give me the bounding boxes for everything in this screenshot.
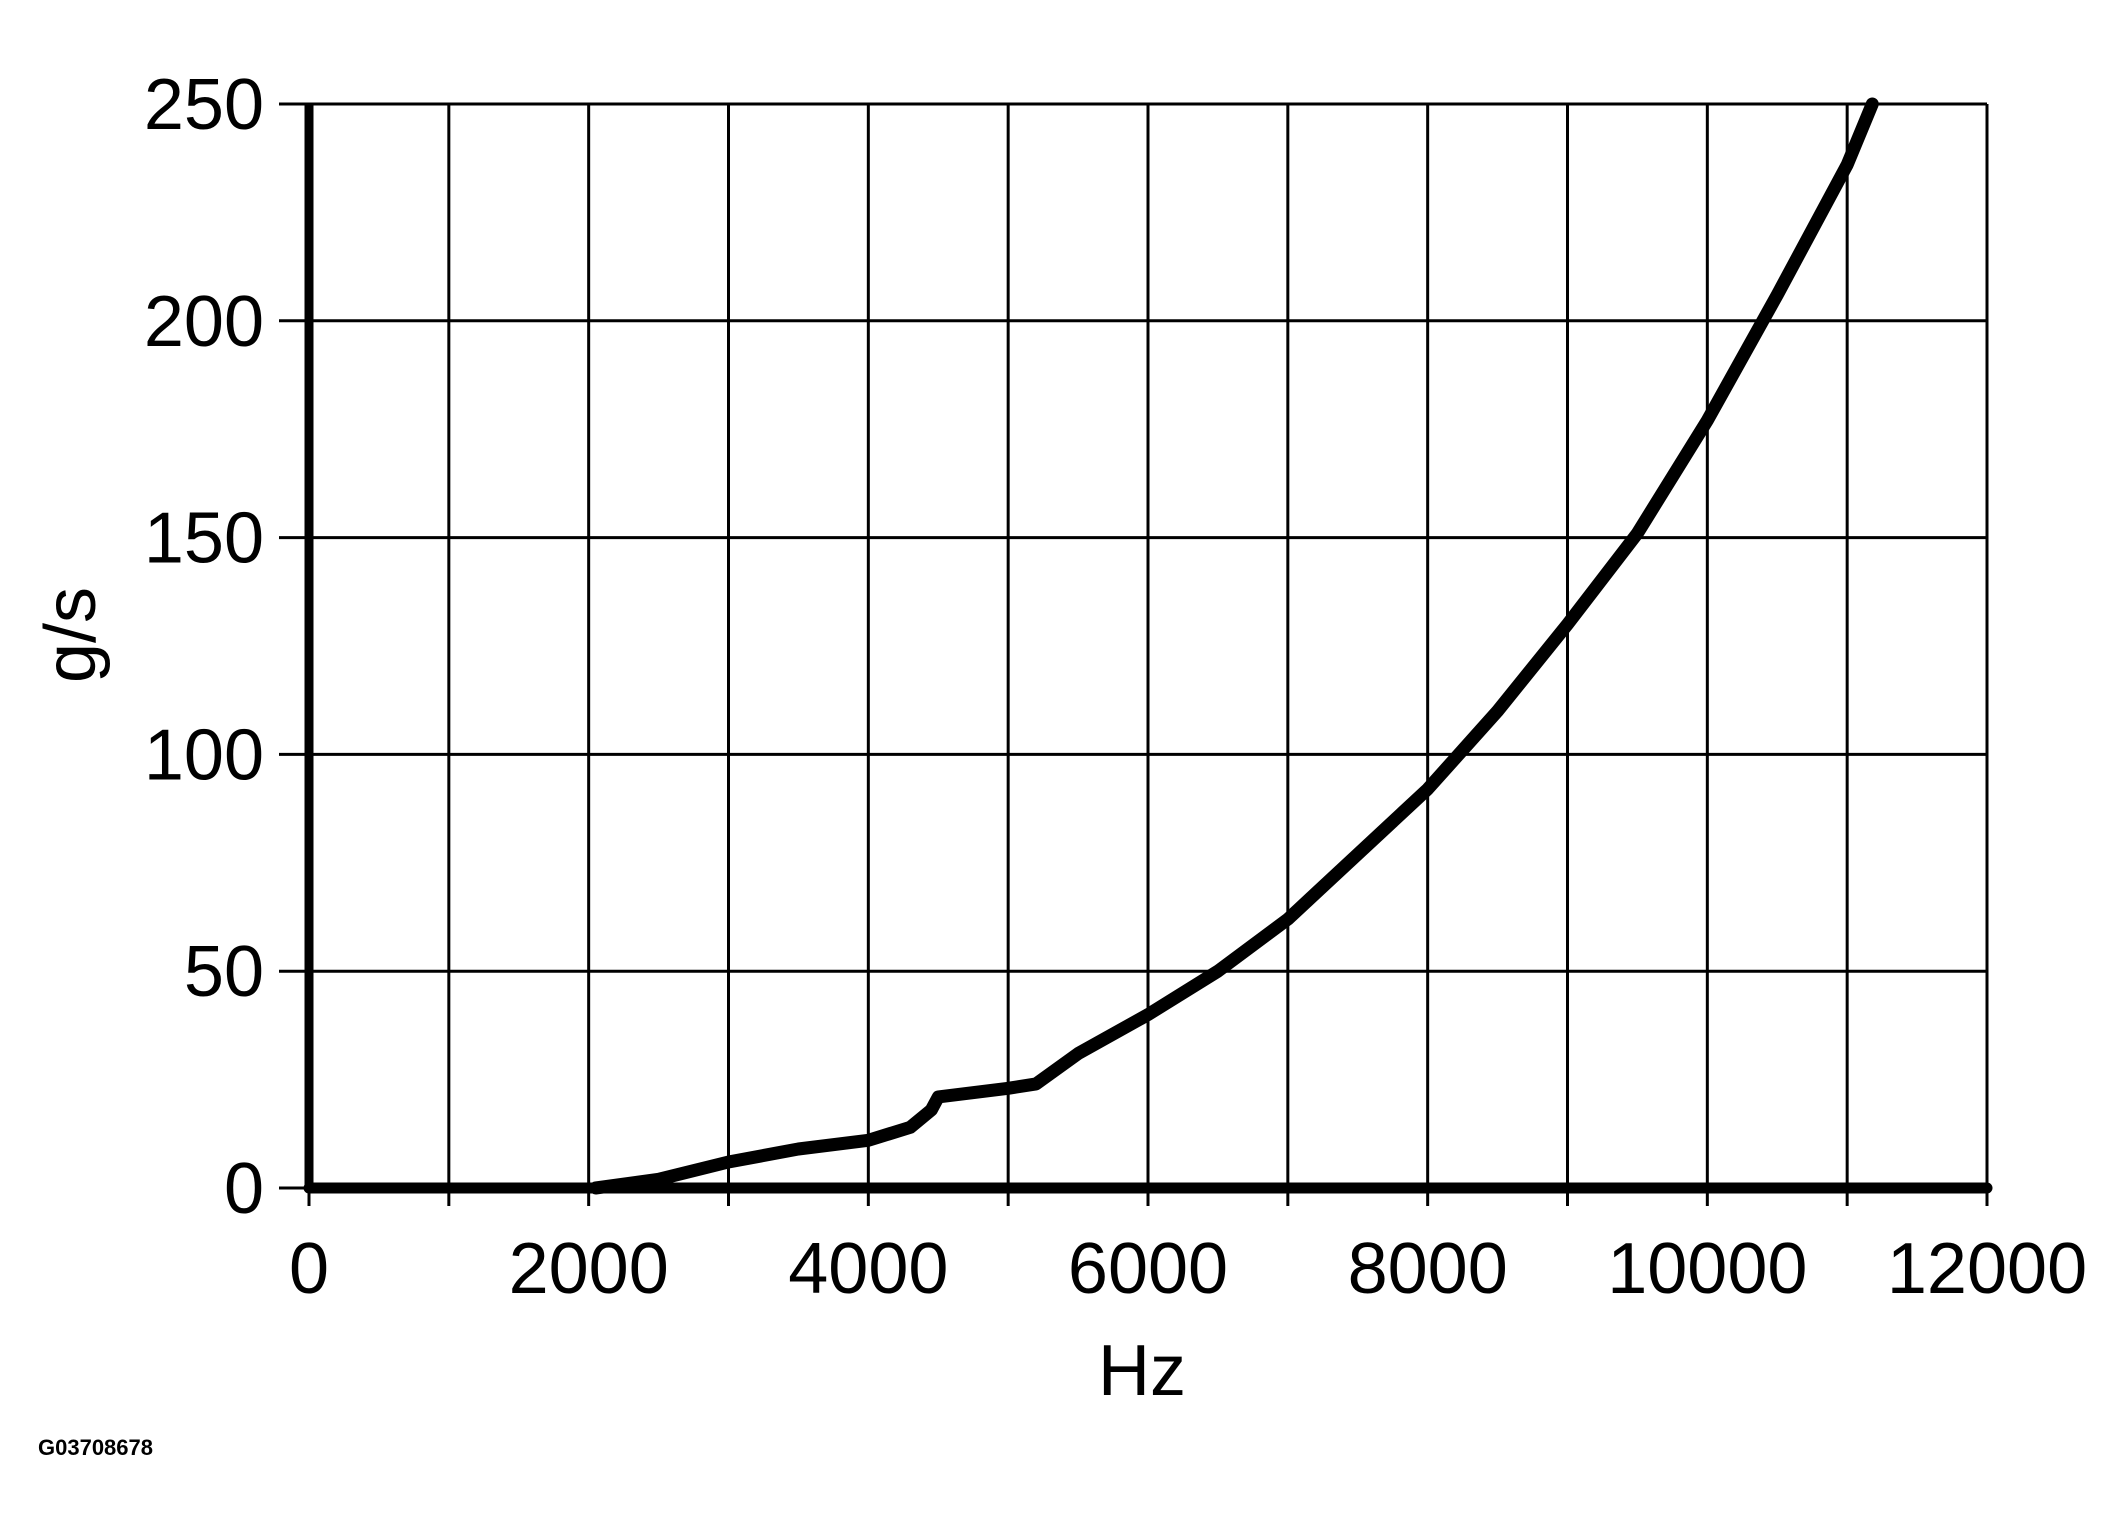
series-layer [589, 97, 1879, 1195]
x-tick-label: 2000 [509, 1229, 669, 1309]
x-tick-label: 12000 [1887, 1229, 2087, 1309]
y-tick-label: 250 [144, 65, 264, 145]
series-line [589, 97, 1879, 1195]
y-tick-label: 150 [144, 499, 264, 579]
y-tick-labels: 250 200 150 100 50 0 [144, 65, 264, 1229]
y-tick-label: 0 [224, 1149, 264, 1229]
y-tick-label: 50 [184, 932, 264, 1012]
x-tick-label: 6000 [1068, 1229, 1228, 1309]
figure-id: G03708678 [38, 1435, 153, 1460]
x-tick-label: 0 [289, 1229, 329, 1309]
x-axis-title: Hz [1098, 1331, 1186, 1411]
y-tick-label: 200 [144, 282, 264, 362]
x-tick-label: 4000 [788, 1229, 948, 1309]
grid-lines [309, 102, 1989, 1188]
y-tick-label: 100 [144, 715, 264, 795]
x-tick-label: 8000 [1348, 1229, 1508, 1309]
x-tick-label: 10000 [1607, 1229, 1807, 1309]
x-tick-labels: 0 2000 4000 6000 8000 10000 12000 [289, 1229, 2087, 1309]
y-axis-title: g/s [31, 587, 111, 683]
axes [279, 102, 1993, 1206]
